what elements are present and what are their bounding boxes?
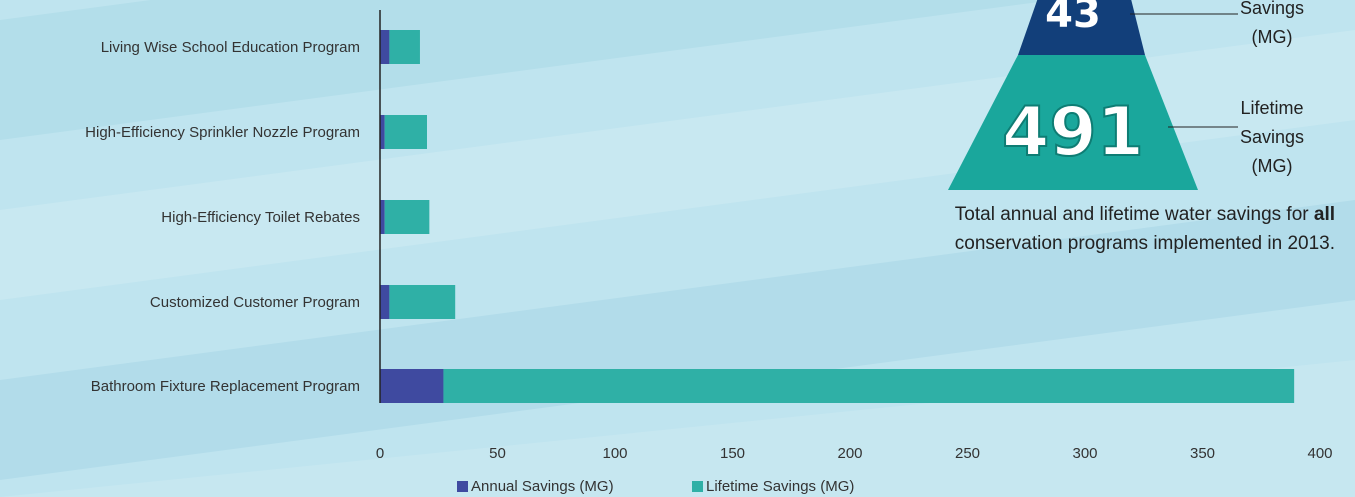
x-tick-label: 350 xyxy=(1190,445,1215,462)
x-tick-labels: 0 50 100 150 200 250 300 350 400 xyxy=(376,445,1333,462)
x-tick-label: 400 xyxy=(1307,445,1332,462)
bar-annual-1 xyxy=(380,115,385,149)
lifetime-label-line3: (MG) xyxy=(1252,156,1293,176)
annual-label-line2: (MG) xyxy=(1252,27,1293,47)
category-label: Customized Customer Program xyxy=(150,294,360,311)
bar-lifetime-2 xyxy=(384,200,430,234)
bar-lifetime-3 xyxy=(389,285,456,319)
summary-bold-word: all xyxy=(1313,204,1335,225)
legend-swatch-lifetime xyxy=(692,481,703,492)
bar-annual-2 xyxy=(380,200,385,234)
legend-label-annual: Annual Savings (MG) xyxy=(471,478,614,495)
x-tick-label: 50 xyxy=(489,445,506,462)
savings-pyramid: 43 491 Savings (MG) Lifetime Savings (MG… xyxy=(948,0,1304,190)
x-tick-label: 200 xyxy=(837,445,862,462)
category-label: Bathroom Fixture Replacement Program xyxy=(91,378,360,395)
category-label: High-Efficiency Sprinkler Nozzle Program xyxy=(85,124,360,141)
lifetime-label-line1: Lifetime xyxy=(1240,98,1303,118)
x-tick-label: 100 xyxy=(602,445,627,462)
annual-label-line1: Savings xyxy=(1240,0,1304,18)
category-label: Living Wise School Education Program xyxy=(101,39,360,56)
x-tick-label: 0 xyxy=(376,445,384,462)
lifetime-label-line2: Savings xyxy=(1240,127,1304,147)
x-tick-label: 150 xyxy=(720,445,745,462)
pyramid-top-annual xyxy=(1018,0,1145,55)
lifetime-total-value: 491 xyxy=(1002,93,1144,172)
category-label: High-Efficiency Toilet Rebates xyxy=(161,209,360,226)
bar-group xyxy=(380,30,1295,403)
x-tick-label: 250 xyxy=(955,445,980,462)
summary-text-line2: conservation programs implemented in 201… xyxy=(954,233,1335,254)
legend-swatch-annual xyxy=(457,481,468,492)
x-tick-label: 300 xyxy=(1072,445,1097,462)
bar-annual-0 xyxy=(380,30,390,64)
legend: Annual Savings (MG) Lifetime Savings (MG… xyxy=(457,478,854,495)
bar-lifetime-0 xyxy=(389,30,420,64)
bar-annual-3 xyxy=(380,285,390,319)
annual-total-value: 43 xyxy=(1045,0,1101,37)
category-labels: Living Wise School Education Program High… xyxy=(85,39,360,395)
bar-annual-4 xyxy=(380,369,444,403)
summary-text-start: Total annual and lifetime water savings … xyxy=(954,204,1314,225)
summary-caption: Total annual and lifetime water savings … xyxy=(790,200,1335,258)
pyramid-bottom-lifetime xyxy=(948,55,1198,190)
bar-lifetime-1 xyxy=(384,115,427,149)
legend-label-lifetime: Lifetime Savings (MG) xyxy=(706,478,854,495)
bar-lifetime-4 xyxy=(443,369,1295,403)
